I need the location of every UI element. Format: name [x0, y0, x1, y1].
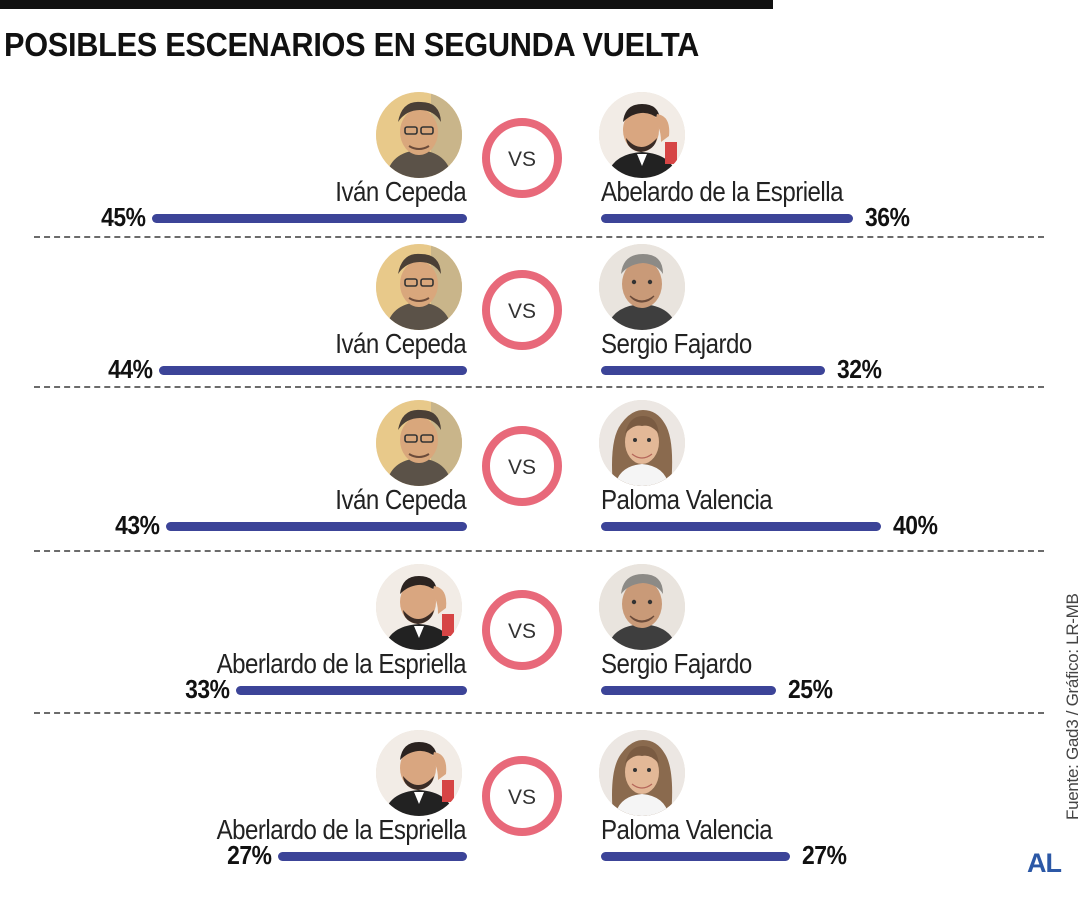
candidate-avatar-left — [376, 564, 462, 650]
source-credit: Fuente: Gad3 / Gráfico: LR-MB — [1063, 593, 1080, 820]
vs-badge: VS — [482, 426, 562, 506]
candidate-avatar-left — [376, 730, 462, 816]
row-divider — [34, 236, 1044, 238]
value-label-left: 45% — [101, 202, 147, 232]
matchup-row: VS Iván Cepeda Abelardo de la Espriella 45%… — [0, 88, 1080, 253]
vs-badge: VS — [482, 590, 562, 670]
vs-badge: VS — [482, 270, 562, 350]
candidate-avatar-right — [599, 92, 685, 178]
top-rule — [0, 0, 773, 9]
vs-label: VS — [507, 148, 536, 171]
candidate-avatar-left — [376, 92, 462, 178]
row-divider — [34, 386, 1044, 388]
value-label-right: 36% — [865, 202, 910, 232]
bar-right — [601, 852, 790, 861]
value-label-right: 25% — [788, 674, 833, 704]
candidate-avatar-right — [599, 730, 685, 816]
value-label-right: 27% — [802, 840, 847, 870]
candidate-name-left: Iván Cepeda — [335, 176, 466, 207]
candidate-name-left: Iván Cepeda — [335, 484, 466, 515]
candidate-avatar-right — [599, 244, 685, 330]
candidate-name-right: Sergio Fajardo — [601, 328, 752, 359]
value-label-left: 43% — [115, 510, 161, 540]
matchup-row: VS Iván Cepeda Paloma Valencia 43% 40% — [0, 396, 1080, 561]
matchup-row: VS Iván Cepeda Sergio Fajardo 44% 32% — [0, 240, 1080, 405]
vs-label: VS — [507, 300, 536, 323]
candidate-name-right: Abelardo de la Espriella — [601, 176, 843, 207]
candidate-avatar-right — [599, 564, 685, 650]
matchup-row: VS Aberlardo de la Espriella Paloma Valenc… — [0, 726, 1080, 891]
value-label-left: 27% — [227, 840, 273, 870]
value-label-left: 33% — [185, 674, 231, 704]
bar-left — [236, 686, 467, 695]
bar-left — [159, 366, 467, 375]
bar-left — [166, 522, 467, 531]
candidate-avatar-right — [599, 400, 685, 486]
candidate-name-right: Paloma Valencia — [601, 484, 773, 515]
row-divider — [34, 550, 1044, 552]
candidate-name-right: Sergio Fajardo — [601, 648, 752, 679]
value-label-left: 44% — [108, 354, 154, 384]
publisher-logo: AL — [1027, 848, 1062, 878]
row-divider — [34, 712, 1044, 714]
matchup-row: VS Aberlardo de la Espriella Sergio Fajard… — [0, 560, 1080, 725]
candidate-name-left: Iván Cepeda — [335, 328, 466, 359]
vs-badge: VS — [482, 118, 562, 198]
bar-right — [601, 214, 853, 223]
bar-right — [601, 686, 776, 695]
candidate-avatar-left — [376, 244, 462, 330]
candidate-name-right: Paloma Valencia — [601, 814, 773, 845]
chart-title: POSIBLES ESCENARIOS EN SEGUNDA VUELTA — [4, 26, 700, 63]
value-label-right: 32% — [837, 354, 882, 384]
value-label-right: 40% — [893, 510, 938, 540]
bar-left — [278, 852, 467, 861]
bar-right — [601, 366, 825, 375]
vs-badge: VS — [482, 756, 562, 836]
vs-label: VS — [507, 786, 536, 809]
candidate-name-left: Aberlardo de la Espriella — [216, 814, 467, 845]
vs-label: VS — [507, 620, 536, 643]
candidate-name-left: Aberlardo de la Espriella — [216, 648, 467, 679]
vs-label: VS — [507, 456, 536, 479]
candidate-avatar-left — [376, 400, 462, 486]
bar-left — [152, 214, 467, 223]
bar-right — [601, 522, 881, 531]
